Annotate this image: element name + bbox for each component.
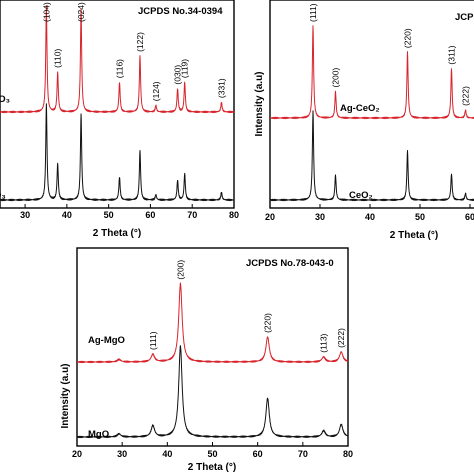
x-tick-label: 30 [117, 449, 127, 459]
series-label-bottom: CeO₂ [349, 190, 373, 201]
peak-label: (030) [173, 65, 183, 85]
panel-bottom: 20 30 40 50 60 70 80 (111) (200) (220) (113) (222)… [60, 247, 353, 473]
x-tick-label: 80 [229, 210, 239, 220]
peak-label: (113) [319, 333, 329, 352]
peak-label: (220) [263, 313, 273, 333]
peak-label: (111) [148, 331, 158, 350]
panel-top-left: 30 40 50 60 70 80 (104)(110)(024)(116)(122)(1… [0, 0, 239, 239]
x-tick-label: 30 [20, 210, 30, 220]
peak-label: (311) [447, 45, 457, 64]
x-tick-label: 60 [253, 449, 263, 459]
x-tick-label: 20 [72, 449, 82, 459]
peak-label: (200) [175, 260, 185, 280]
x-tick-label: 60 [465, 212, 474, 222]
ref-card-label: JCPDS No.34-0394 [138, 6, 223, 17]
x-tick-label: 50 [207, 449, 217, 459]
series-line [0, 103, 235, 202]
x-tick-label: 40 [62, 210, 72, 220]
panel-top-right: 20 30 40 50 60 (111) (200) (220) (311) (222) JCP… [254, 0, 474, 241]
peak-label: (124) [151, 81, 161, 101]
x-ticks: 20 30 40 50 60 [265, 204, 474, 222]
traces [76, 282, 349, 439]
series-label-top: Ag-CeO₂ [340, 103, 380, 114]
series-line [269, 25, 474, 120]
series-line [269, 110, 474, 202]
peak-labels: (104) (110) (024) (116) (122) (124) (030)(119)… [41, 2, 226, 101]
plot-frame [269, 0, 474, 209]
x-ticks: 30 40 50 60 70 80 [20, 204, 239, 220]
x-tick-label: 70 [298, 449, 308, 459]
x-axis-label: 2 Theta (°) [390, 230, 438, 241]
x-tick-label: 50 [415, 212, 425, 222]
peak-labels: (111) (200) (220) (113) (222) [148, 260, 346, 353]
x-tick-label: 20 [265, 212, 275, 222]
peak-label: (104) [41, 2, 51, 22]
traces [0, 5, 235, 202]
peak-label: (122) [135, 32, 145, 52]
series-label-bottom: MgO [88, 429, 109, 440]
peak-label: (024) [76, 2, 86, 22]
x-axis-label: 2 Theta (°) [188, 462, 236, 473]
peak-label: (119) [180, 59, 190, 78]
series-label-bottom: O₃ [0, 190, 6, 201]
x-tick-label: 50 [104, 210, 114, 220]
peak-label: (116) [115, 59, 125, 78]
x-ticks: 20 30 40 50 60 70 80 [72, 442, 353, 459]
y-axis-label: Intensity (a.u) [60, 363, 71, 428]
x-tick-label: 70 [187, 210, 197, 220]
peak-label: (110) [53, 49, 63, 68]
peak-label: (222) [336, 328, 346, 348]
peak-label: (220) [403, 28, 413, 48]
x-tick-label: 60 [145, 210, 155, 220]
x-tick-label: 30 [315, 212, 325, 222]
peak-label: (111) [308, 3, 318, 22]
series-label-top: ₂O₃ [0, 94, 10, 105]
ref-card-label: JCP [455, 12, 474, 23]
series-line [0, 5, 235, 114]
x-tick-label: 80 [343, 449, 353, 459]
series-line [76, 282, 349, 364]
plot-frame [0, 0, 235, 209]
plot-frame [76, 247, 349, 447]
series-label-top: Ag-MgO [88, 335, 125, 346]
peak-labels: (111) (200) (220) (311) (222) [308, 3, 471, 106]
peak-label: (200) [331, 67, 341, 87]
traces [269, 25, 474, 202]
ref-card-label: JCPDS No.78-043-0 [246, 258, 334, 269]
peak-label: (222) [461, 86, 471, 106]
x-axis-label: 2 Theta (°) [93, 228, 141, 239]
peak-label: (331) [217, 78, 227, 98]
x-tick-label: 40 [365, 212, 375, 222]
x-tick-label: 40 [162, 449, 172, 459]
y-axis-label: Intensity (a.u) [254, 71, 265, 136]
series-line [76, 345, 349, 439]
